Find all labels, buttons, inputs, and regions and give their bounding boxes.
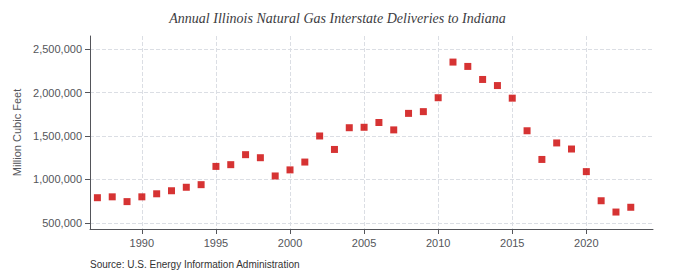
svg-text:Annual Illinois Natural Gas In: Annual Illinois Natural Gas Interstate D…	[168, 11, 505, 26]
svg-text:1,500,000: 1,500,000	[33, 130, 82, 142]
svg-text:Source: U.S. Energy Informatio: Source: U.S. Energy Information Administ…	[90, 259, 300, 270]
svg-text:Million Cubic Feet: Million Cubic Feet	[11, 89, 23, 176]
svg-text:2,000,000: 2,000,000	[33, 87, 82, 99]
svg-text:2020: 2020	[574, 237, 598, 249]
svg-text:1990: 1990	[130, 237, 154, 249]
svg-text:500,000: 500,000	[42, 217, 82, 229]
svg-text:2005: 2005	[352, 237, 376, 249]
svg-text:2010: 2010	[426, 237, 450, 249]
svg-text:1,000,000: 1,000,000	[33, 173, 82, 185]
svg-text:2000: 2000	[278, 237, 302, 249]
svg-text:1995: 1995	[204, 237, 228, 249]
svg-text:2015: 2015	[500, 237, 524, 249]
svg-text:2,500,000: 2,500,000	[33, 43, 82, 55]
